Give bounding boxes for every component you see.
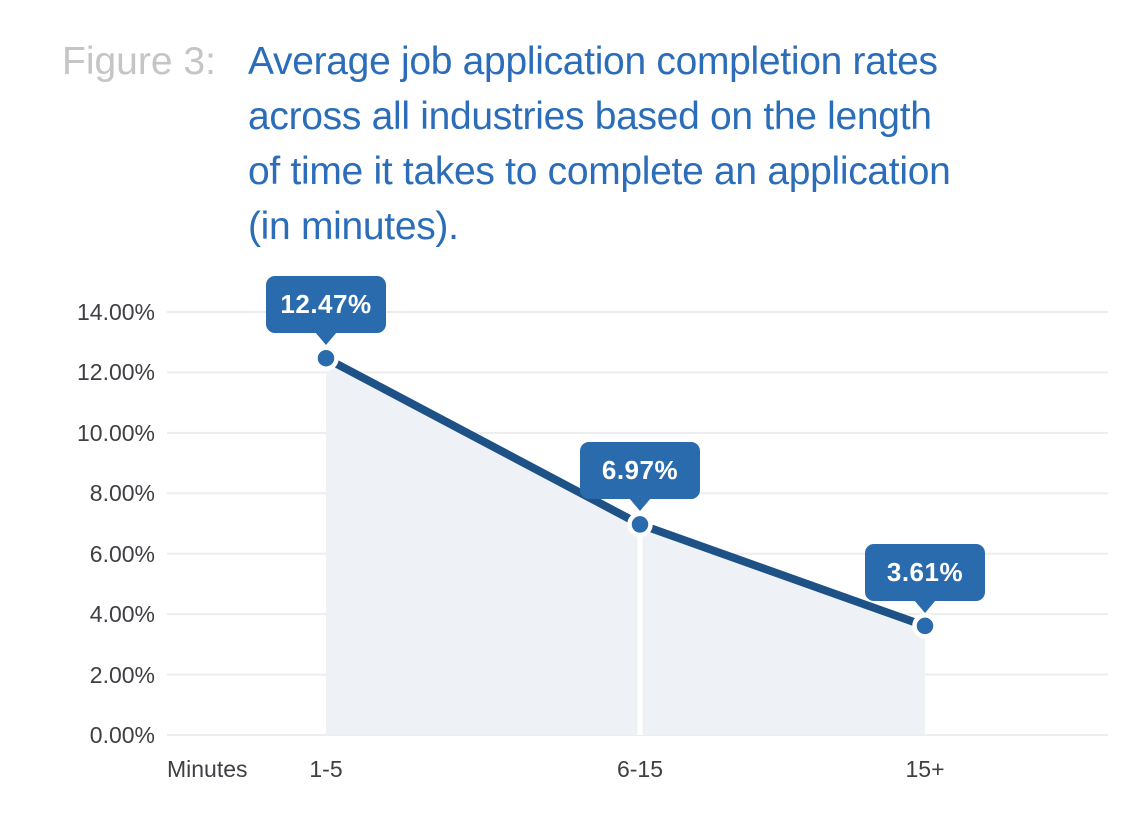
- data-point-marker: [627, 511, 653, 538]
- y-tick-label: 8.00%: [89, 480, 155, 507]
- y-tick-label: 10.00%: [76, 419, 155, 446]
- y-tick-label: 0.00%: [89, 722, 155, 748]
- x-axis-title: Minutes: [167, 756, 248, 782]
- figure-title-line: Average job application completion rates: [248, 40, 938, 83]
- data-callout-value: 3.61%: [886, 556, 964, 587]
- figure-title-line: (in minutes).: [248, 205, 459, 248]
- y-tick-label: 12.00%: [76, 359, 155, 386]
- y-tick-label: 2.00%: [89, 661, 155, 688]
- data-callout-15plus: 3.61%: [865, 543, 985, 613]
- data-callout-6-15: 6.97%: [580, 442, 700, 512]
- data-point-markers: [313, 345, 938, 639]
- x-tick-label-6-15: 6-15: [616, 756, 664, 782]
- figure-number-label: Figure 3:: [62, 40, 216, 83]
- figure-title-line: of time it takes to complete an applicat…: [248, 150, 951, 193]
- data-point-marker: [313, 345, 339, 371]
- data-point-marker: [912, 613, 938, 639]
- x-tick-label-15plus: 15+: [905, 756, 945, 782]
- x-tick-label-1-5: 1-5: [309, 756, 343, 782]
- y-tick-label: 14.00%: [76, 299, 155, 325]
- data-callout-1-5: 12.47%: [266, 276, 386, 346]
- data-callout-value: 12.47%: [280, 289, 372, 320]
- area-fill: [326, 358, 925, 735]
- figure-title: Figure 3: Average job application comple…: [62, 34, 951, 254]
- data-callout-value: 6.97%: [601, 455, 679, 486]
- figure-title-line: across all industries based on the lengt…: [248, 95, 932, 138]
- y-tick-label: 4.00%: [89, 601, 155, 628]
- y-tick-label: 6.00%: [89, 540, 155, 567]
- figure-title-text: Average job application completion rates…: [248, 34, 951, 254]
